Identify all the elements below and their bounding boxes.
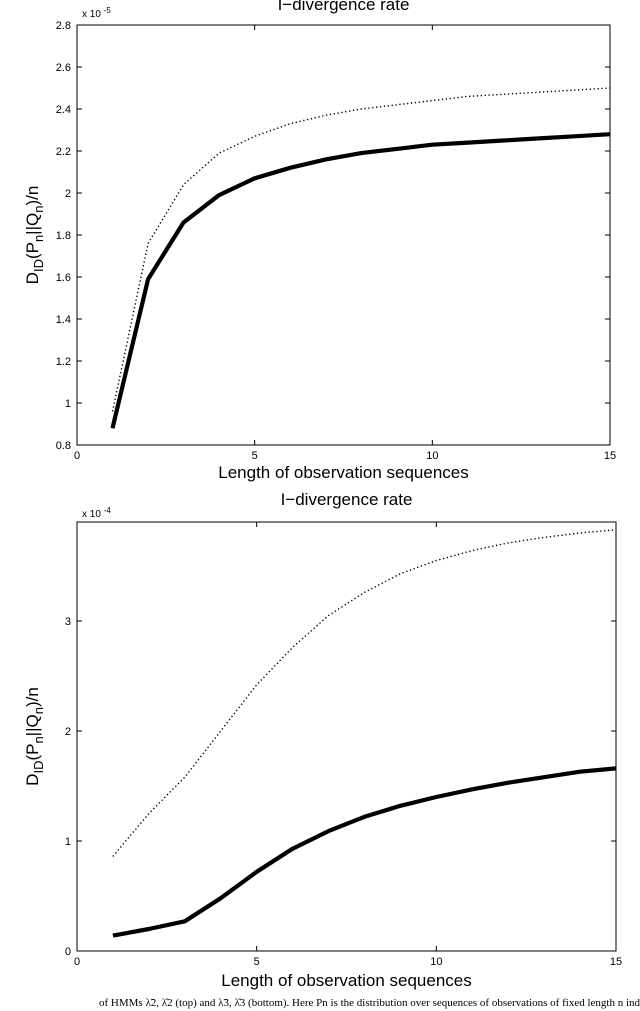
plot-frame (76, 24, 611, 446)
y-tick-label: 3 (65, 616, 71, 628)
y-tick-label: 1.4 (56, 314, 71, 326)
y-tick-label: 2.4 (56, 104, 71, 116)
y-exponent-power: -4 (104, 506, 112, 515)
chart-title: I−divergence rate (278, 0, 410, 14)
x-tick-label: 5 (254, 956, 260, 968)
chart-2: 0 5 10 15 0 1 2 3 x 10 -4 I−divergence rate Length… (23, 490, 622, 990)
figure-caption-text: of HMMs λ̃2, λ̂2 (top) and λ̃3, λ̂3 (bot… (99, 997, 640, 1009)
x-tick-label: 0 (74, 956, 80, 968)
chart-title: I−divergence rate (281, 490, 413, 509)
y-tick-label: 1.8 (56, 230, 71, 242)
x-tick-label: 0 (74, 450, 80, 462)
x-tick-label: 10 (426, 450, 438, 462)
figure-caption: of HMMs λ̃2, λ̂2 (top) and λ̃3, λ̂3 (bot… (0, 995, 640, 1011)
y-tick-label: 2 (65, 726, 71, 738)
x-axis-label: Length of observation sequences (218, 463, 468, 482)
x-tick-label: 5 (252, 450, 258, 462)
x-axis-label: Length of observation sequences (221, 971, 471, 990)
y-tick-label: 0 (65, 946, 71, 958)
y-tick-label: 1.2 (56, 356, 71, 368)
y-tick-label: 1.6 (56, 272, 71, 284)
series-line-1 (111, 87, 611, 412)
chart-1: 0 5 10 15 0.8 1 1.2 1.4 1.6 1.8 2 2.2 2.4 2.6 2.8 x 10 … (23, 0, 616, 482)
series-line-2 (110, 132, 611, 429)
y-tick-label: 2.2 (56, 146, 71, 158)
y-tick-label: 0.8 (56, 440, 71, 452)
plot-frame (76, 521, 617, 952)
y-tick-label: 2.8 (56, 20, 71, 32)
y-tick-label: 1 (65, 836, 71, 848)
y-exponent-label: x 10 -5 (82, 6, 111, 20)
y-axis-label: DID(Pn||Qn)/n (23, 186, 46, 285)
y-exponent-power: -5 (104, 6, 112, 15)
y-tick-label: 2 (65, 188, 71, 200)
x-tick-label: 15 (604, 450, 616, 462)
series-line-1 (112, 529, 617, 857)
x-tick-label: 10 (430, 956, 442, 968)
x-tick-label: 15 (610, 956, 622, 968)
y-tick-label: 2.6 (56, 62, 71, 74)
y-axis-label: DID(Pn||Qn)/n (23, 687, 46, 786)
series-line-2 (112, 766, 617, 938)
y-exponent-label: x 10 -4 (82, 506, 111, 520)
y-tick-label: 1 (65, 398, 71, 410)
